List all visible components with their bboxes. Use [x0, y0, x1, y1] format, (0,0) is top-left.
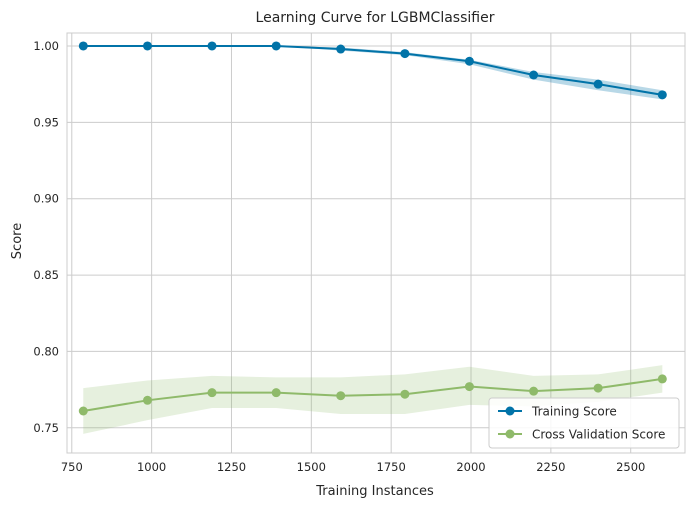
- training-score-point: [400, 49, 410, 59]
- training-score-point: [657, 90, 667, 100]
- series-points: [78, 41, 667, 416]
- cv-score-point: [657, 374, 667, 384]
- legend-label-training: Training Score: [531, 405, 617, 419]
- x-tick-label: 750: [61, 460, 83, 474]
- x-tick-label: 2500: [616, 460, 645, 474]
- training-score-point: [529, 70, 539, 80]
- plot-frame: [66, 32, 686, 454]
- cv-score-point: [271, 388, 281, 398]
- training-score-point: [142, 41, 152, 51]
- legend-box: [488, 397, 680, 449]
- y-tick-label: 0.80: [33, 344, 59, 358]
- x-tick-label: 1750: [377, 460, 406, 474]
- legend-label-cv: Cross Validation Score: [532, 428, 665, 442]
- plot-area: [67, 33, 685, 453]
- x-tick-label: 2000: [456, 460, 485, 474]
- legend-marker-training: [505, 406, 515, 416]
- cv-score-point: [336, 391, 346, 401]
- training-score-point: [336, 44, 346, 54]
- legend-marker-cv: [505, 429, 515, 439]
- x-tick-label: 1000: [137, 460, 166, 474]
- training-score-line: [83, 44, 663, 96]
- y-tick-label: 0.95: [33, 115, 59, 129]
- y-tick-label: 1.00: [33, 39, 59, 53]
- legend: Training Score Cross Validation Score: [488, 397, 680, 449]
- x-tick-label: 1250: [217, 460, 246, 474]
- y-axis-label: Score: [10, 223, 25, 259]
- cv-score-point: [78, 406, 88, 416]
- cv-score-point: [207, 388, 217, 398]
- cv-score-band: [83, 365, 663, 434]
- cv-score-point: [142, 395, 152, 405]
- training-score-point: [593, 79, 603, 89]
- training-score-point: [207, 41, 217, 51]
- training-score-point: [464, 56, 474, 66]
- cv-score-point: [529, 386, 539, 396]
- series-lines: [83, 44, 663, 412]
- y-tick-labels: 0.75 0.80 0.85 0.90 0.95 1.00: [33, 39, 59, 435]
- cv-score-point: [593, 383, 603, 393]
- training-score-point: [78, 41, 88, 51]
- cv-score-point: [400, 389, 410, 399]
- cv-score-line: [83, 377, 663, 412]
- training-score-point: [271, 41, 281, 51]
- chart-title: Learning Curve for LGBMClassifier: [256, 10, 495, 26]
- x-tick-label: 1500: [297, 460, 326, 474]
- x-axis-label: Training Instances: [315, 484, 434, 499]
- y-tick-label: 0.85: [33, 268, 59, 282]
- y-tick-label: 0.75: [33, 421, 59, 435]
- score-bands: [83, 45, 663, 434]
- y-tick-label: 0.90: [33, 192, 59, 206]
- cv-score-point: [464, 382, 474, 392]
- x-tick-labels: 750 1000 1250 1500 1750 2000 2250 2500: [61, 460, 646, 474]
- x-tick-label: 2250: [536, 460, 565, 474]
